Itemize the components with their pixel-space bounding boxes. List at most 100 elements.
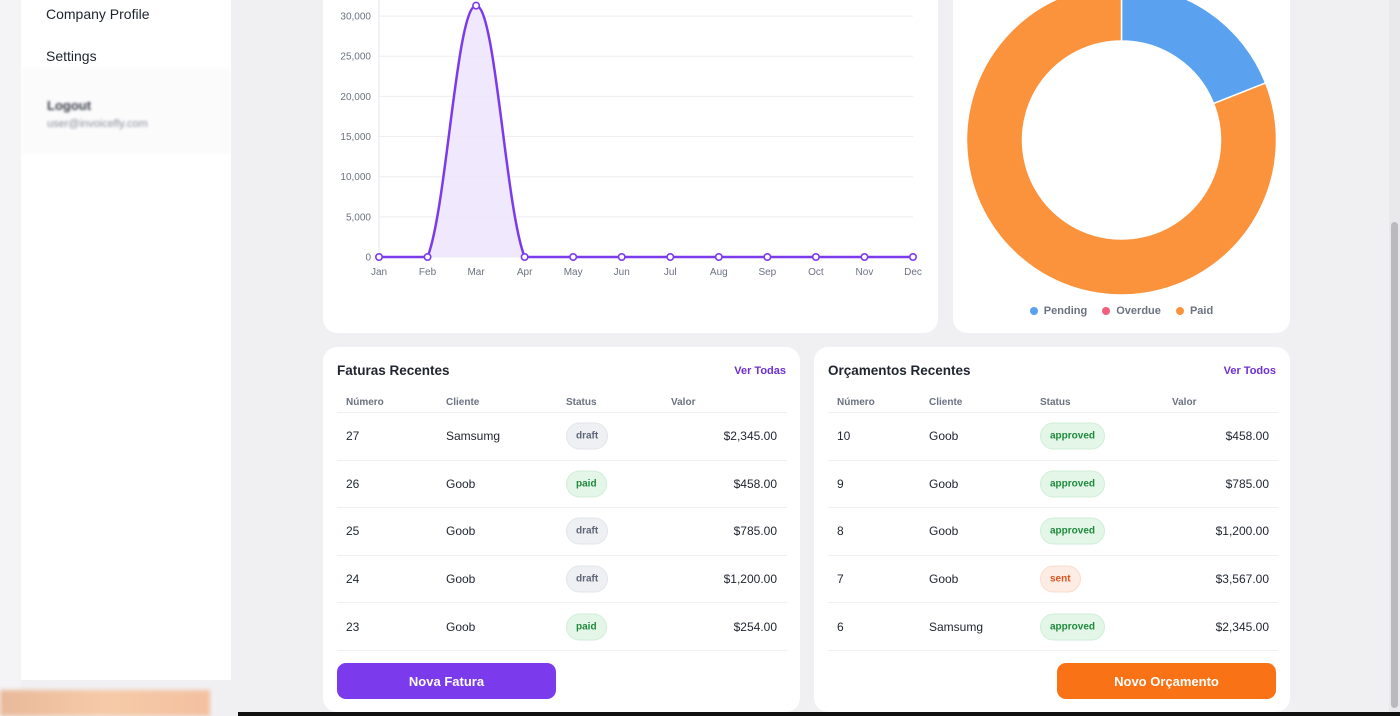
new-quote-button[interactable]: Novo Orçamento: [1057, 663, 1276, 699]
row-number: 27: [346, 429, 360, 444]
row-client: Goob: [929, 476, 959, 491]
divider: [231, 0, 238, 716]
x-tick-label: Sep: [758, 267, 776, 278]
row-value: $254.00: [733, 619, 777, 634]
row-client: Goob: [929, 429, 959, 444]
table-row[interactable]: 10 Goob approved $458.00: [828, 413, 1278, 461]
table-header: Número Cliente Status Valor: [337, 385, 787, 413]
col-client: Cliente: [929, 397, 963, 408]
donut-slice-paid[interactable]: [965, 0, 1278, 296]
row-number: 9: [837, 476, 844, 491]
col-client: Cliente: [446, 397, 480, 408]
status-donut-card: Pending Overdue Paid: [953, 0, 1290, 333]
new-invoice-button[interactable]: Nova Fatura: [337, 663, 556, 699]
row-number: 25: [346, 524, 360, 539]
legend-label: Pending: [1043, 305, 1088, 317]
data-point[interactable]: [617, 252, 626, 261]
data-point[interactable]: [666, 252, 675, 261]
table-row[interactable]: 8 Goob approved $1,200.00: [828, 508, 1278, 556]
table-row[interactable]: 24 Goob draft $1,200.00: [337, 556, 787, 604]
data-point[interactable]: [763, 252, 772, 261]
paid-dot-icon: [1175, 307, 1184, 315]
view-all-quotes-link[interactable]: Ver Todos: [1223, 365, 1276, 377]
legend-label: Overdue: [1116, 305, 1161, 317]
status-badge: draft: [566, 565, 609, 593]
row-client: Goob: [929, 572, 959, 587]
row-client: Goob: [446, 619, 476, 634]
x-tick-label: Oct: [808, 267, 824, 278]
legend-item-paid[interactable]: Paid: [1175, 305, 1213, 317]
data-point[interactable]: [423, 252, 432, 261]
card-title: Faturas Recentes: [337, 363, 450, 378]
sidebar-item-settings[interactable]: Settings: [46, 48, 97, 64]
row-status: paid: [566, 470, 607, 498]
row-value: $1,200.00: [1215, 524, 1269, 539]
card-title: Orçamentos Recentes: [828, 363, 971, 378]
status-badge: approved: [1040, 613, 1106, 641]
row-status: draft: [566, 422, 609, 450]
data-point[interactable]: [811, 252, 820, 261]
table-row[interactable]: 6 Samsumg approved $2,345.00: [828, 603, 1278, 651]
data-point[interactable]: [520, 252, 529, 261]
col-value: Valor: [1172, 397, 1197, 408]
series-area: [379, 5, 913, 258]
y-tick-label: 30,000: [340, 12, 371, 23]
table-row[interactable]: 27 Samsumg draft $2,345.00: [337, 413, 787, 461]
row-number: 8: [837, 524, 844, 539]
quotes-table: Número Cliente Status Valor 10 Goob approv…: [828, 385, 1278, 651]
donut-slice-pending[interactable]: [1120, 0, 1267, 105]
col-status: Status: [1040, 397, 1071, 408]
data-point[interactable]: [860, 252, 869, 261]
table-row[interactable]: 7 Goob sent $3,567.00: [828, 556, 1278, 604]
table-row[interactable]: 9 Goob approved $785.00: [828, 461, 1278, 509]
row-client: Goob: [446, 572, 476, 587]
donut-legend: Pending Overdue Paid: [953, 305, 1290, 318]
sidebar: Company Profile Settings Logout user@inv…: [21, 0, 231, 680]
invoices-table: Número Cliente Status Valor 27 Samsumg dra…: [337, 385, 787, 651]
legend-item-overdue[interactable]: Overdue: [1102, 305, 1161, 317]
y-tick-label: 10,000: [340, 172, 371, 183]
row-status: approved: [1040, 470, 1106, 498]
data-point[interactable]: [472, 1, 481, 10]
legend-item-pending[interactable]: Pending: [1029, 305, 1088, 317]
x-tick-label: Aug: [710, 267, 728, 278]
data-point[interactable]: [569, 252, 578, 261]
view-all-invoices-link[interactable]: Ver Todas: [734, 365, 786, 377]
row-value: $3,567.00: [1215, 572, 1269, 587]
row-status: sent: [1040, 565, 1081, 593]
status-badge: approved: [1040, 470, 1106, 498]
row-value: $2,345.00: [1215, 619, 1269, 634]
row-value: $458.00: [1225, 429, 1269, 444]
col-number: Número: [837, 397, 875, 408]
row-status: approved: [1040, 613, 1106, 641]
sidebar-item-company-profile[interactable]: Company Profile: [46, 6, 150, 22]
y-tick-label: 15,000: [340, 132, 371, 143]
user-email: user@invoicefly.com: [47, 118, 148, 130]
row-value: $1,200.00: [723, 572, 777, 587]
data-point[interactable]: [908, 252, 917, 261]
row-number: 6: [837, 619, 844, 634]
data-point[interactable]: [374, 252, 383, 261]
scrollbar-thumb[interactable]: [1391, 222, 1398, 708]
status-badge: paid: [566, 470, 607, 498]
row-client: Samsumg: [446, 429, 501, 444]
status-badge: sent: [1040, 565, 1081, 593]
y-tick-label: 20,000: [340, 92, 371, 103]
recent-quotes-card: Orçamentos Recentes Ver Todos Número Cli…: [814, 347, 1290, 712]
x-tick-label: Jan: [371, 267, 387, 278]
row-status: draft: [566, 565, 609, 593]
x-tick-label: Feb: [419, 267, 437, 278]
table-row[interactable]: 25 Goob draft $785.00: [337, 508, 787, 556]
table-row[interactable]: 23 Goob paid $254.00: [337, 603, 787, 651]
row-value: $2,345.00: [723, 429, 777, 444]
col-number: Número: [346, 397, 384, 408]
col-value: Valor: [671, 397, 696, 408]
row-status: approved: [1040, 422, 1106, 450]
table-row[interactable]: 26 Goob paid $458.00: [337, 461, 787, 509]
data-point[interactable]: [714, 252, 723, 261]
status-badge: paid: [566, 613, 607, 641]
status-badge: draft: [566, 517, 609, 545]
sidebar-user-block[interactable]: Logout user@invoicefly.com: [21, 68, 231, 154]
x-tick-label: Jul: [664, 267, 677, 278]
y-tick-label: 0: [365, 253, 371, 264]
